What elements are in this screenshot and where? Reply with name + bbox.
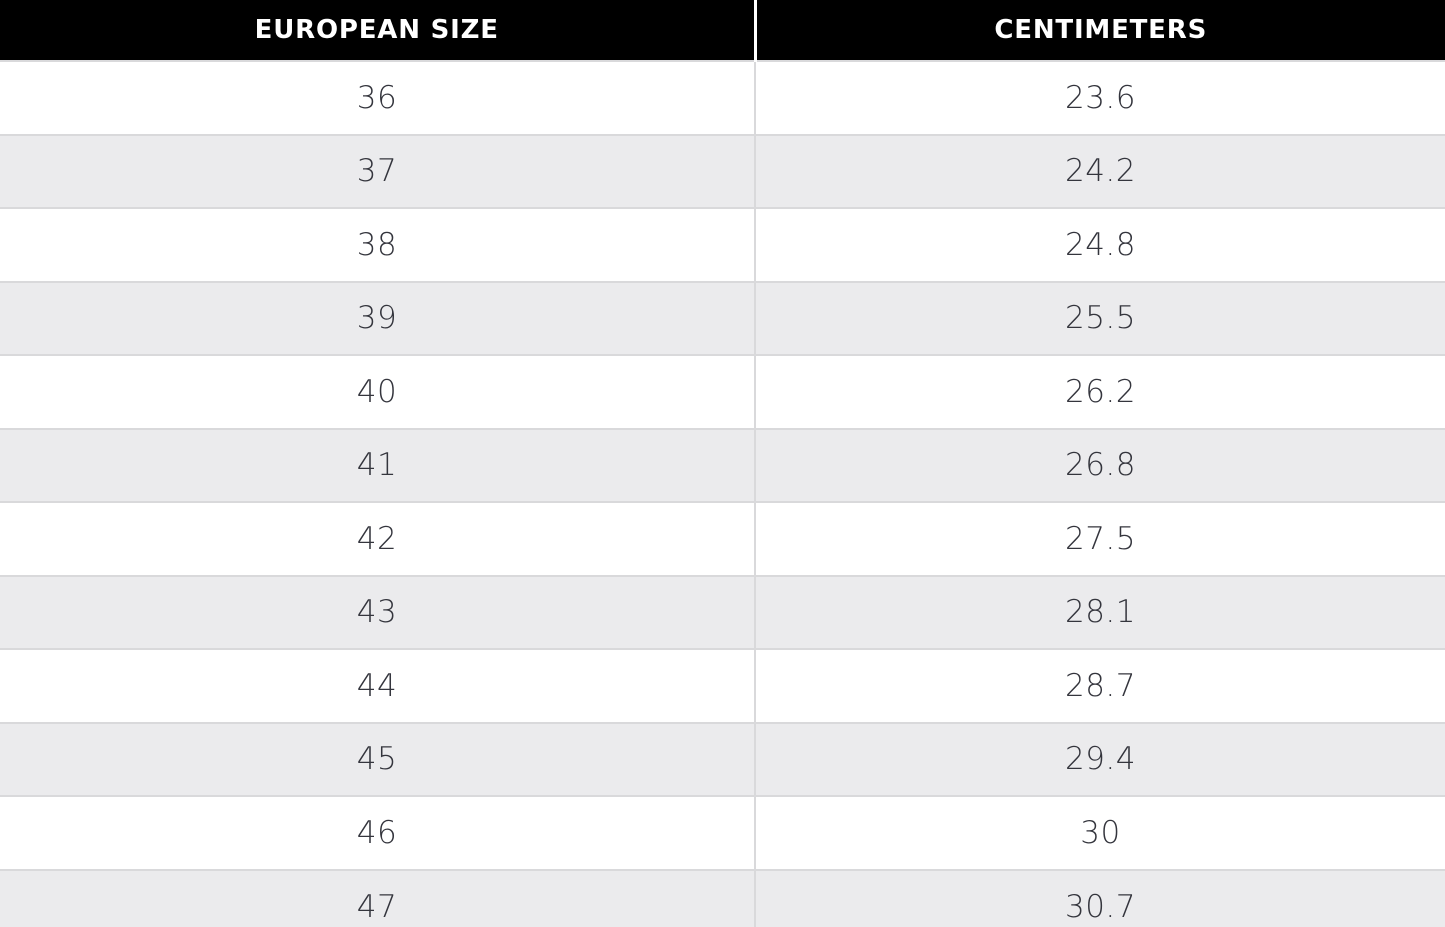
eu-size-cell: 41 [0, 427, 756, 502]
cm-cell: 28.7 [755, 648, 1445, 723]
table-row: 44 28.7 [0, 648, 1445, 723]
table-row: 46 30 [0, 795, 1445, 870]
table-row: 43 28.1 [0, 574, 1445, 649]
table-row: 45 29.4 [0, 721, 1445, 796]
table-row: 42 27.5 [0, 501, 1445, 576]
column-header-european-size: EUROPEAN SIZE [0, 0, 757, 61]
eu-size-cell: 36 [0, 60, 756, 135]
eu-size-cell: 42 [0, 501, 756, 576]
table-row: 47 30.7 [0, 868, 1445, 927]
table-row: 39 25.5 [0, 280, 1445, 355]
table-header: EUROPEAN SIZE CENTIMETERS [0, 0, 1445, 61]
eu-size-cell: 43 [0, 574, 756, 649]
cm-cell: 25.5 [755, 280, 1445, 355]
column-header-centimeters: CENTIMETERS [755, 0, 1445, 61]
table-row: 41 26.8 [0, 427, 1445, 502]
table-row: 38 24.8 [0, 207, 1445, 282]
cm-cell: 27.5 [755, 501, 1445, 576]
cm-cell: 23.6 [755, 60, 1445, 135]
table-body: 36 23.6 37 24.2 38 24.8 39 25.5 40 26.2 … [0, 60, 1445, 927]
eu-size-cell: 44 [0, 648, 756, 723]
eu-size-cell: 40 [0, 354, 756, 429]
cm-cell: 24.2 [755, 133, 1445, 208]
eu-size-cell: 45 [0, 721, 756, 796]
table-row: 37 24.2 [0, 133, 1445, 208]
cm-cell: 26.8 [755, 427, 1445, 502]
table-row: 36 23.6 [0, 60, 1445, 135]
eu-size-cell: 47 [0, 868, 756, 927]
eu-size-cell: 39 [0, 280, 756, 355]
table-row: 40 26.2 [0, 354, 1445, 429]
cm-cell: 24.8 [755, 207, 1445, 282]
cm-cell: 26.2 [755, 354, 1445, 429]
eu-size-cell: 37 [0, 133, 756, 208]
table-header-row: EUROPEAN SIZE CENTIMETERS [0, 0, 1445, 61]
eu-size-cell: 46 [0, 795, 756, 870]
eu-size-cell: 38 [0, 207, 756, 282]
cm-cell: 30 [755, 795, 1445, 870]
cm-cell: 29.4 [755, 721, 1445, 796]
cm-cell: 28.1 [755, 574, 1445, 649]
cm-cell: 30.7 [755, 868, 1445, 927]
